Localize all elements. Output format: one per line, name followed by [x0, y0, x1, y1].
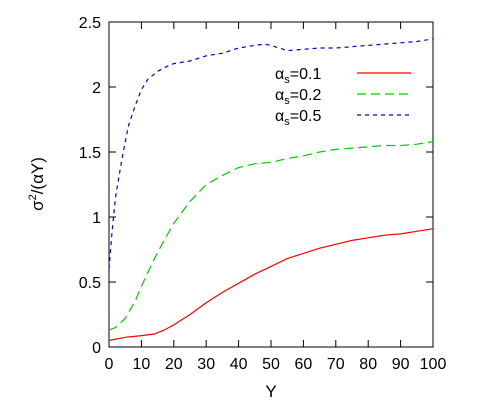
- x-tick-label: 40: [230, 356, 248, 373]
- x-tick-label: 20: [165, 356, 183, 373]
- x-tick-label: 100: [420, 356, 447, 373]
- y-tick-label: 1.5: [79, 145, 101, 162]
- legend-label-2: αs=0.2: [275, 87, 321, 107]
- series-line-2: [108, 141, 434, 331]
- x-tick-label: 10: [133, 356, 151, 373]
- x-tick-label: 50: [262, 356, 280, 373]
- y-tick-labels: 0 0.5 1 1.5 2 2.5: [79, 15, 101, 357]
- y-tick-label: 1: [92, 210, 101, 227]
- x-tick-label: 0: [105, 356, 114, 373]
- legend-label-3: αs=0.5: [275, 108, 321, 128]
- x-tick-label: 70: [327, 356, 345, 373]
- legend: αs=0.1 αs=0.2 αs=0.5: [275, 66, 411, 128]
- legend-label-1: αs=0.1: [275, 66, 321, 86]
- axis-ticks: [108, 21, 434, 348]
- x-tick-label: 80: [359, 356, 377, 373]
- y-axis-title-rest: /(αY): [28, 157, 47, 194]
- y-tick-label: 2: [92, 80, 101, 97]
- y-tick-label: 2.5: [79, 15, 101, 32]
- y-axis-title-superscript: 2: [27, 194, 39, 200]
- x-axis-title: Y: [265, 382, 276, 401]
- series-line-3: [108, 38, 434, 270]
- x-tick-label: 90: [392, 356, 410, 373]
- y-tick-label: 0: [92, 340, 101, 357]
- series-lines: [108, 38, 434, 342]
- y-axis-title-sigma: σ: [28, 200, 47, 211]
- x-tick-labels: 0 10 20 30 40 50 60 70 80 90 100: [105, 356, 447, 373]
- y-axis-title: σ2/(αY): [27, 157, 47, 211]
- series-line-1: [108, 228, 434, 342]
- x-tick-label: 60: [295, 356, 313, 373]
- y-tick-label: 0.5: [79, 275, 101, 292]
- x-tick-label: 30: [197, 356, 215, 373]
